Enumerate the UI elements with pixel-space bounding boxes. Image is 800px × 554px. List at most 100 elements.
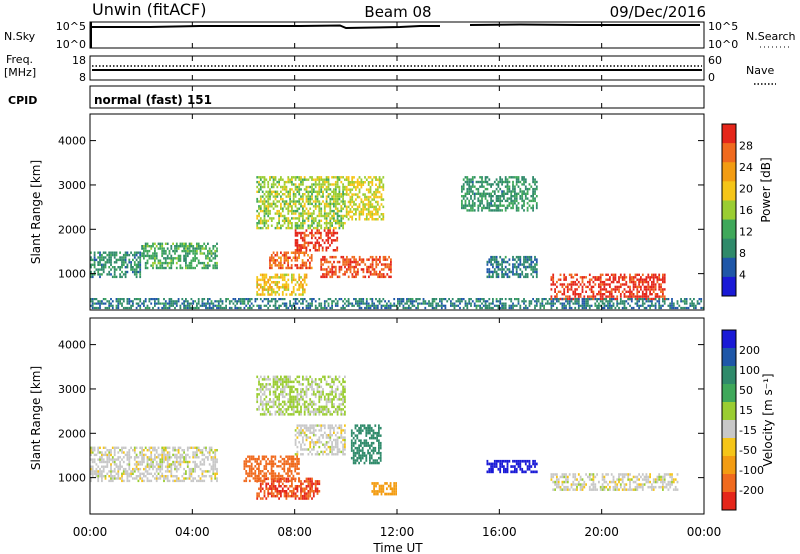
data-cell <box>210 458 213 461</box>
data-cell <box>270 281 273 284</box>
data-cell <box>493 304 496 307</box>
data-cell <box>492 302 494 305</box>
data-cell <box>488 304 491 307</box>
data-cell <box>316 490 319 493</box>
data-cell <box>303 434 306 437</box>
data-cell <box>261 180 264 184</box>
data-cell <box>183 259 185 262</box>
data-cell <box>523 265 525 269</box>
data-cell <box>177 479 180 483</box>
data-cell <box>208 298 211 301</box>
data-cell <box>320 202 323 206</box>
data-cell <box>135 453 138 457</box>
data-cell <box>556 306 558 310</box>
data-cell <box>93 306 96 310</box>
data-cell <box>334 424 337 427</box>
data-cell <box>281 276 284 279</box>
data-cell <box>556 300 558 303</box>
data-cell <box>320 214 323 218</box>
data-cell <box>294 462 297 466</box>
data-cell <box>259 207 262 210</box>
data-cell <box>355 193 357 196</box>
data-cell <box>700 306 703 310</box>
data-cell <box>175 470 178 473</box>
data-cell <box>647 283 650 286</box>
data-cell <box>492 265 494 269</box>
data-cell <box>307 485 310 488</box>
data-cell <box>371 263 374 266</box>
data-cell <box>174 479 176 483</box>
data-cell <box>344 185 346 189</box>
data-cell <box>296 465 298 468</box>
data-cell <box>314 246 317 249</box>
data-cell <box>210 302 213 305</box>
data-cell <box>402 304 405 307</box>
data-cell <box>117 306 120 310</box>
data-cell <box>305 261 308 265</box>
data-cell <box>307 219 310 222</box>
data-cell <box>376 190 379 194</box>
data-cell <box>486 204 489 207</box>
data-cell <box>263 455 266 458</box>
data-cell <box>482 180 485 184</box>
data-cell <box>687 306 690 310</box>
data-cell <box>327 178 330 181</box>
data-cell <box>300 234 302 237</box>
data-cell <box>334 195 337 198</box>
data-cell <box>345 176 348 179</box>
data-cell <box>497 195 500 198</box>
data-cell <box>572 302 575 305</box>
data-cell <box>336 239 339 242</box>
data-cell <box>592 295 595 298</box>
data-cell <box>148 249 151 253</box>
data-cell <box>366 268 368 271</box>
data-cell <box>623 302 626 305</box>
data-cell <box>327 246 330 249</box>
data-cell <box>168 306 171 310</box>
data-cell <box>172 242 174 245</box>
data-cell <box>263 304 266 307</box>
data-cell <box>512 270 514 274</box>
data-cell <box>479 304 481 307</box>
data-cell <box>309 226 312 230</box>
data-cell <box>609 283 611 286</box>
data-cell <box>101 465 103 468</box>
data-cell <box>294 185 297 189</box>
data-cell <box>93 273 96 276</box>
data-cell <box>196 463 198 466</box>
data-cell <box>320 219 323 222</box>
data-cell <box>207 458 209 461</box>
data-cell <box>305 266 308 270</box>
data-cell <box>543 304 545 307</box>
data-cell <box>318 424 321 427</box>
data-cell <box>461 298 463 301</box>
data-cell <box>188 467 191 471</box>
data-cell <box>148 254 151 258</box>
data-cell <box>413 300 416 303</box>
data-cell <box>170 304 173 307</box>
data-cell <box>225 306 227 310</box>
data-cell <box>183 449 185 452</box>
data-cell <box>179 306 182 310</box>
data-cell <box>300 224 302 227</box>
data-cell <box>340 200 343 203</box>
data-cell <box>521 197 524 200</box>
data-cell <box>656 300 659 303</box>
data-cell <box>493 258 496 261</box>
data-cell <box>300 424 302 427</box>
data-cell <box>99 256 101 259</box>
data-cell <box>514 258 516 261</box>
data-cell <box>318 241 320 245</box>
data-cell <box>468 202 471 205</box>
data-cell <box>338 426 341 430</box>
data-cell <box>647 285 650 289</box>
data-cell <box>473 209 476 212</box>
data-cell <box>358 181 361 184</box>
data-cell <box>312 492 315 495</box>
data-cell <box>350 449 353 452</box>
data-cell <box>609 285 611 289</box>
data-cell <box>524 185 527 188</box>
data-cell <box>366 265 368 269</box>
data-cell <box>148 456 151 459</box>
data-cell <box>334 185 337 189</box>
